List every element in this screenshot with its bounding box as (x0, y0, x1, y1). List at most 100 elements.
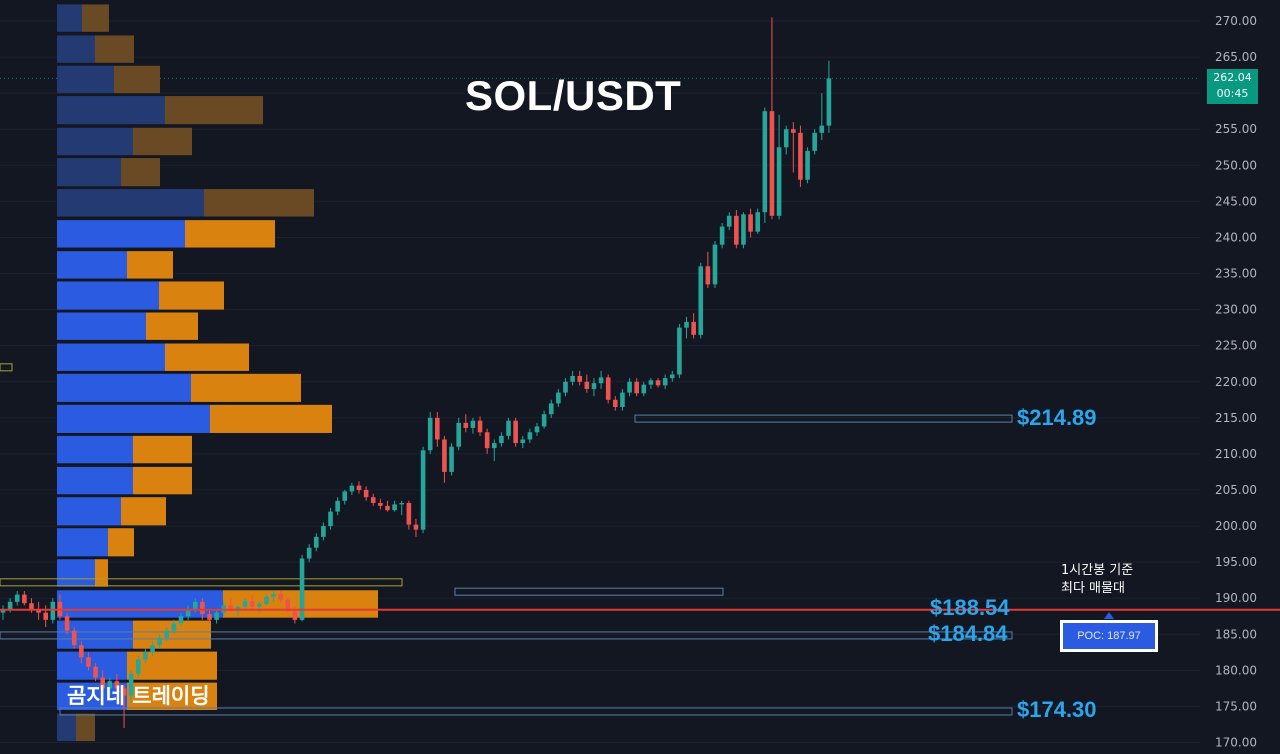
vp-buy-bar (57, 466, 133, 495)
candle-body (534, 426, 540, 433)
candle-body (477, 420, 483, 433)
candle-body (791, 129, 796, 133)
candle-body (741, 214, 746, 245)
volume-profile (57, 4, 378, 742)
candle-body (698, 266, 704, 335)
candle-body (328, 511, 333, 527)
candle-body (605, 377, 611, 400)
candle-body (7, 601, 13, 610)
candle-countdown: 00:45 (1216, 87, 1249, 100)
level-zones (0, 363, 1013, 716)
candle-body (506, 420, 511, 436)
vp-sell-bar (191, 373, 301, 402)
level-label-214: $214.89 (1017, 404, 1097, 430)
candle-body (363, 489, 369, 498)
y-tick-label: 185.00 (1215, 627, 1257, 641)
candle-body (648, 380, 654, 385)
candle-body (705, 266, 711, 285)
candle-body (662, 378, 668, 386)
vp-sell-bar (127, 651, 217, 680)
candle-body (370, 497, 376, 503)
candle-body (178, 616, 184, 624)
candle-body (513, 420, 518, 444)
candle-body (769, 111, 775, 216)
vp-buy-bar (57, 4, 82, 32)
candle-body (435, 417, 440, 440)
candle-body (79, 645, 84, 658)
zone-192 (0, 578, 403, 587)
candle-body (228, 605, 234, 610)
candle-body (214, 612, 219, 620)
vp-buy-bar (57, 528, 108, 557)
zone-174 (59, 707, 1013, 716)
y-tick-label: 270.00 (1215, 14, 1257, 28)
candle-body (726, 215, 732, 227)
candle-body (107, 681, 113, 689)
vp-buy-bar (57, 435, 133, 464)
candle-body (257, 603, 262, 607)
candle-body (641, 384, 647, 394)
candle-body (271, 593, 276, 597)
vp-buy-bar (57, 590, 223, 618)
candle-body (121, 688, 127, 696)
poc-badge: POC: 187.97 (1060, 620, 1158, 652)
candle-body (819, 125, 825, 133)
candle-body (783, 129, 789, 148)
level-label-184: $184.84 (928, 621, 1008, 647)
vp-sell-bar (165, 343, 249, 371)
candle-body (712, 244, 718, 285)
candle-body (93, 666, 98, 678)
y-tick-label: 200.00 (1215, 519, 1257, 533)
vp-buy-bar (57, 65, 114, 94)
candle-body (100, 677, 105, 689)
candle-body (577, 375, 583, 382)
vp-buy-bar (57, 281, 159, 310)
y-tick-label: 250.00 (1215, 158, 1257, 172)
candle-body (470, 420, 476, 428)
candle-body (798, 132, 803, 180)
candle-body (164, 630, 170, 638)
y-tick-label: 245.00 (1215, 194, 1257, 208)
candle-body (385, 505, 390, 511)
vp-sell-bar (121, 497, 166, 526)
y-tick-label: 225.00 (1215, 339, 1257, 353)
candle-body (655, 380, 661, 386)
candle-body (548, 403, 554, 415)
vp-buy-bar (57, 620, 133, 649)
candle-body (321, 526, 326, 537)
y-tick-label: 205.00 (1215, 483, 1257, 497)
candle-body (128, 673, 134, 696)
candle-body (484, 432, 490, 449)
candle-body (634, 381, 639, 394)
candle-body (278, 593, 283, 600)
vp-buy-bar (57, 343, 165, 371)
candle-body (449, 446, 454, 472)
price-axis: 270.00265.00260.00255.00250.00245.00240.… (1215, 14, 1257, 750)
candle-body (620, 392, 625, 408)
candle-body (143, 652, 148, 660)
candle-body (114, 681, 120, 689)
candle-body (135, 659, 141, 674)
candle-body (527, 432, 533, 440)
vp-sell-bar (95, 559, 108, 587)
vp-buy-bar (57, 127, 133, 156)
vp-sell-bar (146, 312, 198, 340)
candle-body (356, 485, 362, 490)
candle-body (427, 417, 433, 451)
candle-body (0, 609, 6, 613)
vp-buy-bar (57, 35, 95, 63)
vp-sell-bar (95, 35, 134, 63)
candle-body (556, 392, 561, 404)
zone-222 (0, 363, 13, 372)
level-label-174: $174.30 (1017, 697, 1097, 723)
zone-184 (0, 631, 1013, 640)
vp-buy-bar (57, 373, 191, 402)
candle-body (627, 381, 632, 393)
candle-body (36, 609, 41, 613)
vp-buy-bar (57, 158, 121, 187)
vp-sell-bar (159, 281, 224, 310)
candle-body (584, 381, 590, 389)
vp-buy-bar (57, 189, 204, 217)
candle-body (734, 215, 739, 245)
